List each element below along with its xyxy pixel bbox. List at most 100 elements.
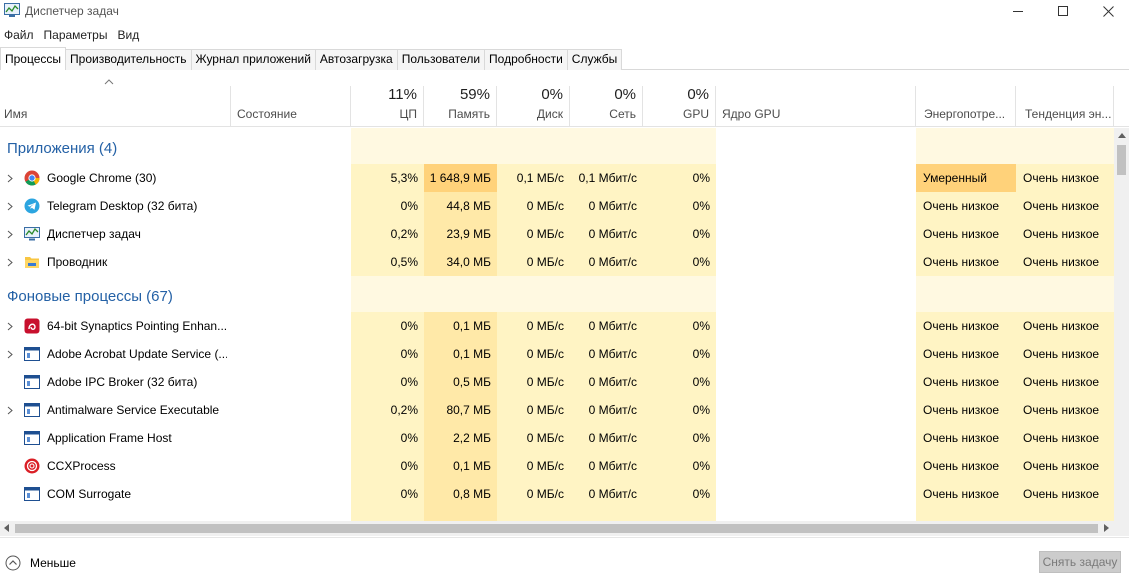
explorer-icon xyxy=(24,254,40,270)
group-header-row[interactable]: Фоновые процессы (67) xyxy=(0,276,1114,312)
cell-power-trend: Очень низкое xyxy=(1016,340,1114,368)
process-row[interactable]: CCXProcess 0% 0,1 МБ 0 МБ/с 0 Мбит/с 0% Очень … xyxy=(0,452,1114,480)
heat-cell-background xyxy=(643,276,716,312)
gpu-total-percent: 0% xyxy=(687,86,709,103)
column-header-name[interactable]: Имя xyxy=(0,86,231,127)
column-gpu-engine-label: Ядро GPU xyxy=(722,107,781,121)
heat-cell-background xyxy=(570,128,643,164)
cell-memory: 80,7 МБ xyxy=(424,396,497,424)
title-bar[interactable]: Диспетчер задач xyxy=(0,0,1129,22)
cell-disk: 0 МБ/с xyxy=(497,248,570,276)
column-header-network[interactable]: 0% Сеть xyxy=(570,86,643,127)
scroll-up-arrow-icon[interactable] xyxy=(1118,133,1126,138)
heat-cell-background xyxy=(643,128,716,164)
column-header-disk[interactable]: 0% Диск xyxy=(497,86,570,127)
tab-app-history[interactable]: Журнал приложений xyxy=(190,49,316,70)
tab-performance[interactable]: Производительность xyxy=(65,49,192,70)
cell-power-trend: Очень низкое xyxy=(1016,368,1114,396)
horizontal-scrollbar[interactable] xyxy=(0,521,1114,536)
cell-power: Умеренный xyxy=(916,164,1016,192)
cell-cpu: 0% xyxy=(351,480,424,508)
cell-power-trend: Очень низкое xyxy=(1016,164,1114,192)
column-header-power-trend[interactable]: Тенденция эн... xyxy=(1016,86,1114,127)
cell-cpu: 0% xyxy=(351,452,424,480)
heat-cell-background xyxy=(424,276,497,312)
expand-chevron-icon[interactable] xyxy=(7,406,13,415)
column-header-power[interactable]: Энергопотре... xyxy=(916,86,1016,127)
cell-cpu: 0% xyxy=(351,312,424,340)
minimize-button[interactable] xyxy=(995,0,1041,22)
tab-users[interactable]: Пользователи xyxy=(396,49,486,70)
tab-processes[interactable]: Процессы xyxy=(0,47,67,70)
process-row[interactable]: Google Chrome (30) 5,3% 1 648,9 МБ 0,1 МБ/с… xyxy=(0,164,1114,192)
tab-startup[interactable]: Автозагрузка xyxy=(314,49,398,70)
process-row[interactable]: COM Surrogate 0% 0,8 МБ 0 МБ/с 0 Мбит/с 0% Оче… xyxy=(0,480,1114,508)
process-name: Application Frame Host xyxy=(47,431,172,445)
cell-cpu: 0,5% xyxy=(351,248,424,276)
cell-network: 0 Мбит/с xyxy=(570,220,643,248)
column-cpu-label: ЦП xyxy=(399,107,417,121)
horizontal-scroll-thumb[interactable] xyxy=(15,524,1098,533)
scroll-right-arrow-icon[interactable] xyxy=(1104,524,1109,532)
process-rows: Приложения (4) Google Chrome (30) 5,3% 1 64… xyxy=(0,128,1114,521)
service-window-icon xyxy=(24,346,40,362)
service-window-icon xyxy=(24,374,40,390)
cell-cpu: 0% xyxy=(351,340,424,368)
process-row[interactable]: Application Frame Host 0% 2,2 МБ 0 МБ/с 0 Мб… xyxy=(0,424,1114,452)
expand-chevron-icon[interactable] xyxy=(7,322,13,331)
expand-chevron-icon[interactable] xyxy=(7,258,13,267)
menu-options[interactable]: Параметры xyxy=(43,28,108,42)
expand-chevron-icon[interactable] xyxy=(7,350,13,359)
vertical-scrollbar[interactable] xyxy=(1114,128,1129,521)
cell-network: 0 Мбит/с xyxy=(570,340,643,368)
expand-chevron-icon[interactable] xyxy=(7,202,13,211)
cell-power: Очень низкое xyxy=(916,340,1016,368)
cell-power: Очень низкое xyxy=(916,220,1016,248)
cell-disk: 0 МБ/с xyxy=(497,424,570,452)
process-row[interactable]: Adobe IPC Broker (32 бита) 0% 0,5 МБ 0 МБ/с… xyxy=(0,368,1114,396)
cell-power: Очень низкое xyxy=(916,248,1016,276)
cell-network: 0,1 Мбит/с xyxy=(570,164,643,192)
network-total-percent: 0% xyxy=(614,86,636,103)
cell-memory: 0,8 МБ xyxy=(424,480,497,508)
menu-file[interactable]: Файл xyxy=(4,28,34,42)
heat-cell-background xyxy=(424,128,497,164)
close-button[interactable] xyxy=(1085,0,1129,22)
tab-details[interactable]: Подробности xyxy=(484,49,568,70)
scroll-left-arrow-icon[interactable] xyxy=(4,524,9,532)
cell-memory: 2,2 МБ xyxy=(424,424,497,452)
column-power-trend-label: Тенденция эн... xyxy=(1025,107,1112,121)
process-row[interactable]: Adobe Acrobat Update Service (... 0% 0,1 М… xyxy=(0,340,1114,368)
expand-chevron-icon[interactable] xyxy=(7,174,13,183)
cell-disk: 0 МБ/с xyxy=(497,396,570,424)
heat-cell-background xyxy=(424,508,497,521)
fewer-details-link[interactable]: Меньше xyxy=(30,556,76,570)
column-header-gpu-engine[interactable]: Ядро GPU xyxy=(716,86,916,127)
column-header-memory[interactable]: 59% Память xyxy=(424,86,497,127)
process-row[interactable]: Antimalware Service Executable 0,2% 80,7 М… xyxy=(0,396,1114,424)
group-header-row[interactable]: Приложения (4) xyxy=(0,128,1114,164)
cell-disk: 0 МБ/с xyxy=(497,312,570,340)
process-name: COM Surrogate xyxy=(47,487,132,501)
maximize-button[interactable] xyxy=(1040,0,1086,22)
process-row[interactable]: 64-bit Synaptics Pointing Enhan... 0% 0,1 … xyxy=(0,312,1114,340)
column-header-cpu[interactable]: 11% ЦП xyxy=(351,86,424,127)
process-row[interactable]: Telegram Desktop (32 бита) 0% 44,8 МБ 0 МБ/… xyxy=(0,192,1114,220)
column-status-label: Состояние xyxy=(237,107,297,121)
telegram-icon xyxy=(24,198,40,214)
column-header-status[interactable]: Состояние xyxy=(231,86,351,127)
cell-memory: 44,8 МБ xyxy=(424,192,497,220)
cell-gpu: 0% xyxy=(643,340,716,368)
tab-services[interactable]: Службы xyxy=(566,49,623,70)
end-task-button[interactable]: Снять задачу xyxy=(1039,551,1121,573)
collapse-details-icon[interactable] xyxy=(5,555,21,571)
process-row[interactable]: Диспетчер задач 0,2% 23,9 МБ 0 МБ/с 0 Мбит/с… xyxy=(0,220,1114,248)
process-row[interactable]: Проводник 0,5% 34,0 МБ 0 МБ/с 0 Мбит/с 0% Очен… xyxy=(0,248,1114,276)
column-network-label: Сеть xyxy=(609,107,636,121)
minimize-icon xyxy=(1013,10,1023,12)
expand-chevron-icon[interactable] xyxy=(7,230,13,239)
menu-view[interactable]: Вид xyxy=(117,28,140,42)
ccx-icon xyxy=(24,458,40,474)
vertical-scroll-thumb[interactable] xyxy=(1117,145,1126,175)
column-header-gpu[interactable]: 0% GPU xyxy=(643,86,716,127)
